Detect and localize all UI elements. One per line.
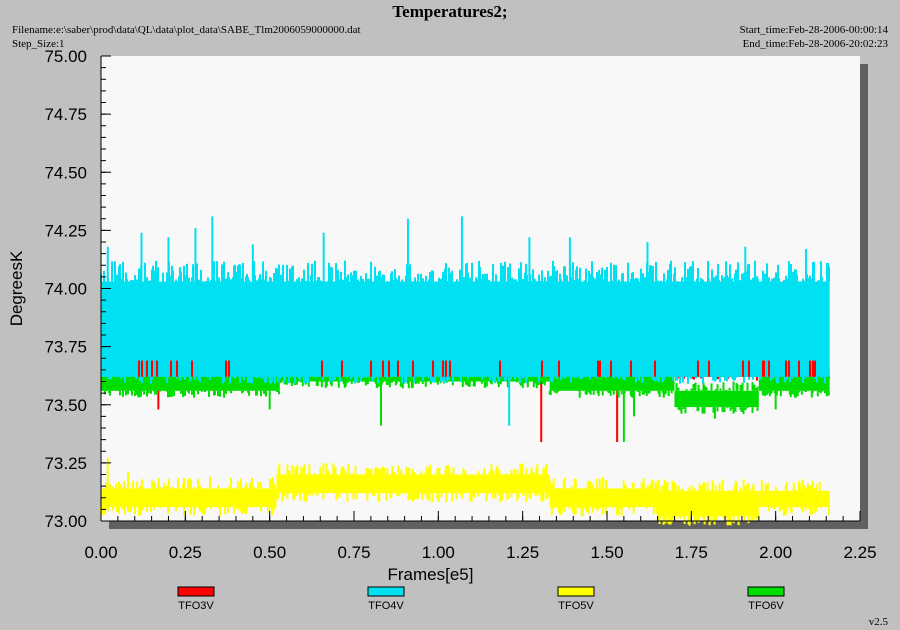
legend-label: TFO5V bbox=[558, 600, 594, 612]
legend-label: TFO4V bbox=[368, 600, 404, 612]
legend-item-tfo5v: TFO5V bbox=[557, 586, 595, 612]
legend-swatch bbox=[177, 586, 215, 597]
x-tick-label: 1.50 bbox=[590, 543, 623, 562]
x-tick-label: 1.00 bbox=[422, 543, 455, 562]
x-tick-label: 1.75 bbox=[675, 543, 708, 562]
legend-swatch bbox=[557, 586, 595, 597]
series-tfo6v-seg3-jitter bbox=[675, 381, 759, 414]
x-tick-label: 0.50 bbox=[253, 543, 286, 562]
y-tick-label: 75.00 bbox=[44, 47, 87, 66]
x-tick-label: 0.75 bbox=[337, 543, 370, 562]
series-tfo5v-seg0-band bbox=[101, 488, 277, 508]
legend-item-tfo6v: TFO6V bbox=[747, 586, 785, 612]
legend-label: TFO6V bbox=[748, 600, 784, 612]
x-tick-label: 0.00 bbox=[84, 543, 117, 562]
start-time-label: Start_time:Feb-28-2006-00:00:14 bbox=[739, 24, 888, 36]
chart-title: Temperatures2; bbox=[392, 2, 508, 21]
x-tick-label: 2.00 bbox=[759, 543, 792, 562]
series-tfo4v-band bbox=[101, 281, 830, 377]
end-time-label: End_time:Feb-28-2006-20:02:23 bbox=[742, 38, 888, 50]
x-tick-label: 2.25 bbox=[843, 543, 876, 562]
y-axis-label: DegreesK bbox=[7, 250, 26, 326]
legend-item-tfo4v: TFO4V bbox=[367, 586, 405, 612]
series-tfo5v bbox=[100, 458, 830, 526]
series-tfo5v-seg3-jitter bbox=[656, 479, 760, 526]
series-tfo3v-markers bbox=[138, 360, 816, 377]
x-tick-label: 0.25 bbox=[169, 543, 202, 562]
series-tfo5v-seg4-jitter bbox=[760, 479, 830, 516]
filename-label: Filename:e:\saber\prod\data\QL\data\plot… bbox=[12, 24, 361, 36]
legend-item-tfo3v: TFO3V bbox=[177, 586, 215, 612]
x-axis-label: Frames[e5] bbox=[388, 565, 474, 584]
series-tfo5v-seg2-band bbox=[549, 488, 658, 508]
y-tick-label: 73.00 bbox=[44, 512, 87, 531]
y-tick-label: 74.25 bbox=[44, 221, 87, 240]
legend-label: TFO3V bbox=[178, 600, 214, 612]
legend-swatch bbox=[747, 586, 785, 597]
y-tick-label: 73.25 bbox=[44, 454, 87, 473]
x-tick-label: 1.25 bbox=[506, 543, 539, 562]
series-tfo5v-seg1-band bbox=[276, 474, 550, 494]
legend-swatch bbox=[367, 586, 405, 597]
series-tfo5v-seg3-band bbox=[657, 490, 759, 517]
y-tick-label: 74.00 bbox=[44, 280, 87, 299]
series-tfo5v-seg4-band bbox=[758, 490, 830, 508]
y-tick-label: 73.75 bbox=[44, 338, 87, 357]
series-tfo3v-ticks bbox=[138, 360, 816, 377]
series-tfo6v-seg3-band bbox=[674, 390, 759, 408]
y-tick-label: 74.50 bbox=[44, 163, 87, 182]
y-tick-label: 74.75 bbox=[44, 105, 87, 124]
version-label: v2.5 bbox=[868, 616, 888, 628]
y-tick-label: 73.50 bbox=[44, 396, 87, 415]
step-size-label: Step_Size:1 bbox=[12, 38, 65, 50]
series-tfo5v-seg2-jitter bbox=[548, 476, 658, 517]
series-tfo6v-seg4-band bbox=[758, 376, 830, 391]
